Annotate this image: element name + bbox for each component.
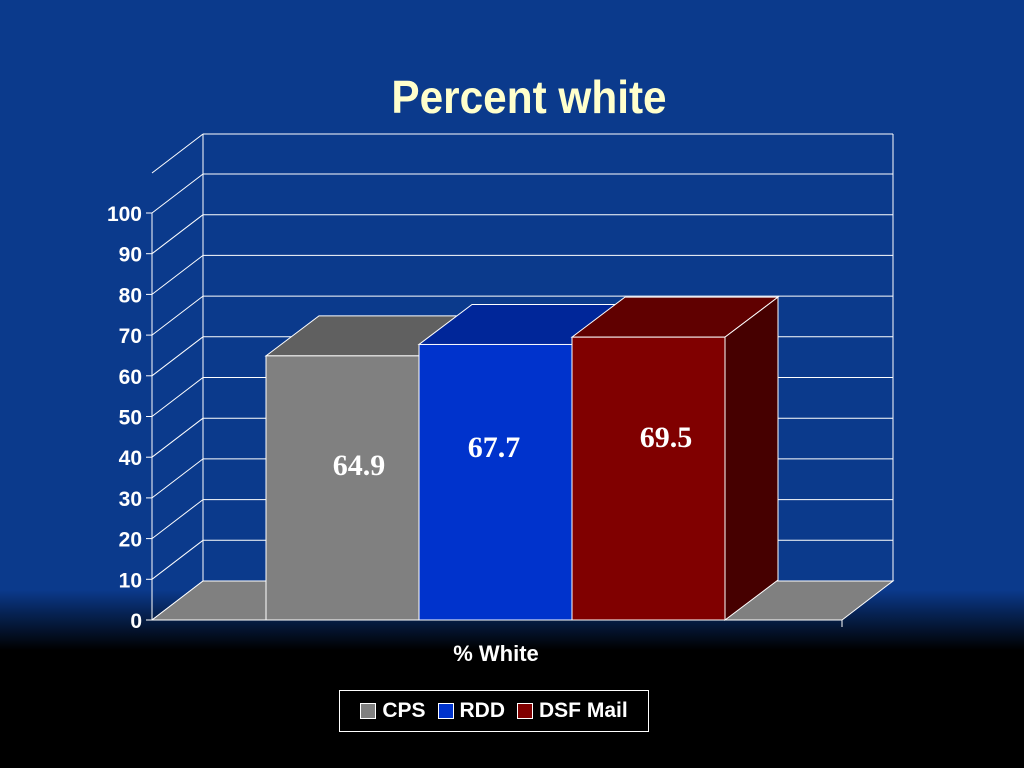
- bar-front-face: [418, 343, 573, 621]
- legend-item: CPS: [360, 699, 426, 723]
- gridline-side: [151, 539, 204, 580]
- bar-front-face: [265, 355, 420, 621]
- legend-swatch: [517, 703, 533, 719]
- legend-item: RDD: [437, 699, 506, 723]
- bar-rdd: [417, 303, 627, 621]
- legend-swatch: [360, 703, 377, 719]
- chart-title: Percent white: [391, 71, 667, 123]
- y-tick-label: 10: [119, 569, 142, 592]
- x-axis-label: % White: [453, 641, 539, 666]
- y-tick-label: 100: [107, 203, 142, 226]
- gridline-side: [151, 458, 204, 499]
- gridline-side: [151, 417, 204, 458]
- y-tick-label: 20: [119, 529, 142, 552]
- bar-front-face: [571, 336, 726, 621]
- gridline-side: [151, 336, 204, 377]
- y-tick-label: 50: [119, 407, 142, 430]
- bar-data-label: 67.7: [468, 431, 521, 464]
- bar-side-face: [724, 296, 779, 622]
- bar-dsf-mail: [570, 296, 780, 622]
- y-tick-label: 80: [119, 284, 142, 307]
- gridline-side: [151, 255, 204, 295]
- gridline-side: [151, 295, 204, 336]
- y-tick-label: 30: [119, 488, 142, 511]
- bar-data-label: 69.5: [640, 421, 693, 454]
- side-wall-top-edge: [151, 133, 204, 174]
- y-tick-label: 40: [119, 447, 142, 470]
- gridline-side: [151, 173, 204, 214]
- chart-legend: CPS RDD DSF Mail: [339, 690, 649, 732]
- y-tick-label: 90: [119, 244, 142, 267]
- gridline-side: [151, 499, 204, 539]
- legend-swatch: [437, 703, 454, 719]
- bar-data-label: 64.9: [333, 449, 386, 482]
- gridline-side: [151, 377, 204, 417]
- y-tick-label: 70: [119, 325, 142, 348]
- y-tick-label: 60: [119, 366, 142, 389]
- y-tick-label: 0: [130, 610, 142, 633]
- gridline-side: [151, 214, 204, 255]
- legend-label: DSF Mail: [539, 699, 628, 722]
- legend-label: RDD: [459, 699, 506, 722]
- legend-label: CPS: [382, 699, 426, 722]
- legend-item: DSF Mail: [517, 699, 628, 723]
- bar-cps: [264, 315, 474, 621]
